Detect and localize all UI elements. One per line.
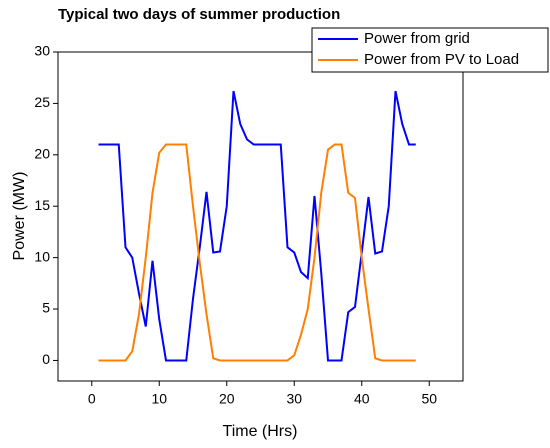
y-tick-label: 20: [34, 146, 50, 162]
series-line: [98, 90, 416, 362]
x-tick-label: 40: [354, 391, 370, 407]
x-tick-label: 20: [219, 391, 235, 407]
legend-label: Power from PV to Load: [364, 51, 519, 68]
y-tick-label: 15: [34, 197, 50, 213]
x-tick-label: 0: [88, 391, 96, 407]
y-tick-label: 10: [34, 248, 50, 264]
y-tick-label: 0: [42, 351, 50, 367]
y-tick-label: 25: [34, 94, 50, 110]
y-tick-label: 5: [42, 300, 50, 316]
x-tick-label: 30: [286, 391, 302, 407]
legend-box: [311, 27, 549, 73]
y-axis-label: Power (MW): [11, 172, 28, 261]
legend-label: Power from grid: [364, 30, 470, 47]
plot-frame: [57, 51, 464, 382]
chart-title: Typical two days of summer production: [58, 6, 340, 23]
x-axis-label: Time (Hrs): [223, 423, 298, 440]
x-tick-label: 10: [151, 391, 167, 407]
series-line: [98, 143, 416, 362]
x-tick-label: 50: [421, 391, 437, 407]
y-tick-label: 30: [34, 43, 50, 59]
